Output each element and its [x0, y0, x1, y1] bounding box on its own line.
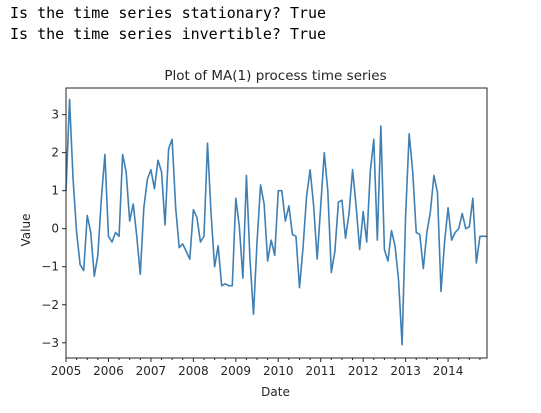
x-tick-label: 2013	[390, 364, 421, 378]
x-tick-label: 2005	[51, 364, 82, 378]
axes-frame	[65, 87, 488, 359]
y-tick-label: −2	[41, 298, 59, 312]
chart-title: Plot of MA(1) process time series	[164, 68, 386, 84]
x-tick-label: 2007	[136, 364, 167, 378]
x-axis-label: Date	[261, 385, 290, 399]
y-axis: 3 2 1 0 −1 −2 −3	[41, 108, 66, 350]
x-tick-label: 2012	[348, 364, 379, 378]
x-tick-label: 2010	[263, 364, 294, 378]
x-tick-label: 2011	[305, 364, 336, 378]
y-tick-label: 3	[51, 108, 59, 122]
y-tick-label: 1	[51, 184, 59, 198]
y-tick-label: −3	[41, 336, 59, 350]
y-tick-label: 2	[51, 146, 59, 160]
stationary-output-text: Is the time series stationary? True	[10, 4, 327, 22]
invertible-output-text: Is the time series invertible? True	[10, 25, 327, 43]
x-tick-label: 2014	[433, 364, 464, 378]
y-tick-label: 0	[51, 222, 59, 236]
series-line	[65, 98, 487, 346]
x-tick-label: 2006	[93, 364, 124, 378]
x-tick-label: 2008	[178, 364, 209, 378]
x-tick-label: 2009	[221, 364, 252, 378]
y-tick-label: −1	[41, 260, 59, 274]
y-axis-label: Value	[19, 214, 33, 247]
plot-area	[65, 98, 487, 346]
x-axis: 2005 2006 2007 2008 2009 2010 2011 2012 2013 2014	[51, 358, 481, 378]
